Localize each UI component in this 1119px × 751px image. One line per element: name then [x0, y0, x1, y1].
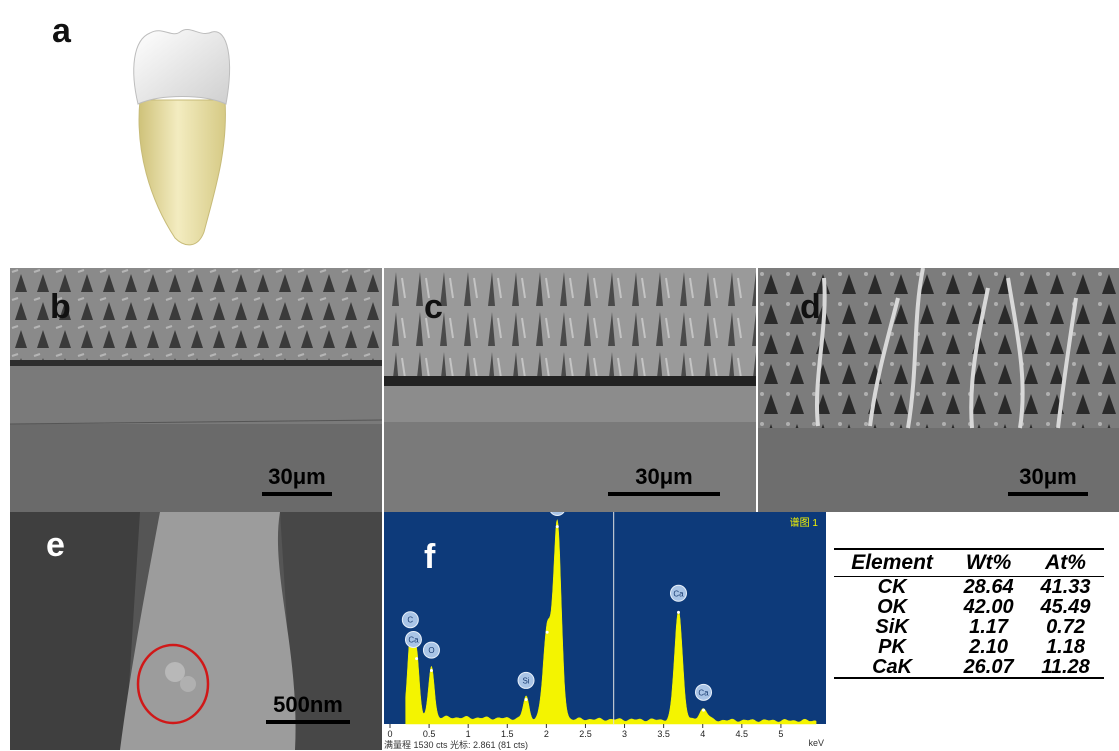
scale-bar-c-label: 30μm	[608, 464, 720, 490]
panel-label-e: e	[46, 528, 65, 562]
scale-bar-e-label: 500nm	[266, 692, 350, 718]
x-tick-label: 2.5	[579, 729, 592, 739]
table-cell: 41.33	[1027, 577, 1104, 598]
table-cell: CK	[834, 577, 950, 598]
schematic-panel-a	[0, 0, 1119, 255]
spectrum-peak-point	[546, 631, 549, 634]
table-cell: PK	[834, 637, 950, 657]
x-tick-label: 4	[700, 729, 705, 739]
table-cell: 1.18	[1027, 637, 1104, 657]
spectrum-peak-point	[430, 669, 433, 672]
table-cell: 2.10	[950, 637, 1027, 657]
spectrum-corner-label: 谱图 1	[790, 514, 818, 529]
table-header: Element	[834, 549, 950, 577]
table-cell: 1.17	[950, 617, 1027, 637]
scale-bar-d: 30μm	[1008, 464, 1088, 496]
peak-label: Ca	[698, 688, 709, 697]
spectrum-peak-point	[415, 657, 418, 660]
peak-label: Ca	[408, 636, 419, 645]
table-cell: SiK	[834, 617, 950, 637]
spectrum-background	[384, 512, 826, 724]
spectrum-peak-point	[702, 709, 705, 712]
spectrum-peak-point	[525, 698, 528, 701]
highlight-circle	[138, 645, 208, 723]
scale-bar-d-label: 30μm	[1008, 464, 1088, 490]
spectrum-footer: 满量程 1530 cts 光标: 2.861 (81 cts)	[384, 738, 528, 751]
peak-label: O	[428, 646, 434, 655]
spectrum-peak-point	[677, 611, 680, 614]
spectrum-unit: keV	[808, 738, 824, 748]
table-cell: CaK	[834, 657, 950, 678]
panel-label-d: d	[800, 290, 821, 324]
panel-label-f: f	[424, 540, 435, 574]
eds-spectrum-chart: CCaOSiPCaCa00.511.522.533.544.55	[384, 512, 826, 750]
x-tick-label: 3.5	[657, 729, 670, 739]
table-cell: 42.00	[950, 597, 1027, 617]
table-header-row: Element Wt% At%	[834, 549, 1104, 577]
x-tick-label: 3	[622, 729, 627, 739]
panel-label-a: a	[52, 14, 71, 48]
spectrum-peak-point	[556, 525, 559, 528]
scale-bar-b-label: 30μm	[262, 464, 332, 490]
panel-label-b: b	[50, 290, 71, 324]
peak-label: Ca	[673, 589, 684, 598]
peak-label: Si	[522, 676, 529, 685]
table-cell: OK	[834, 597, 950, 617]
scale-bar-e: 500nm	[266, 692, 350, 724]
x-tick-label: 4.5	[736, 729, 749, 739]
eds-spectrum-panel: CCaOSiPCaCa00.511.522.533.544.55 f 谱图 1 …	[384, 512, 826, 750]
table-cell: 11.28	[1027, 657, 1104, 678]
table-header: Wt%	[950, 549, 1027, 577]
table-header: At%	[1027, 549, 1104, 577]
x-tick-label: 2	[544, 729, 549, 739]
scale-bar-b: 30μm	[262, 464, 332, 496]
table-cell: 0.72	[1027, 617, 1104, 637]
x-tick-label: 5	[778, 729, 783, 739]
table-cell: 28.64	[950, 577, 1027, 598]
table-cell: 26.07	[950, 657, 1027, 678]
table-cell: 45.49	[1027, 597, 1104, 617]
peak-label: C	[407, 616, 413, 625]
scale-bar-c: 30μm	[608, 464, 720, 496]
panel-label-c: c	[424, 290, 443, 324]
tooth-intact	[134, 29, 230, 244]
